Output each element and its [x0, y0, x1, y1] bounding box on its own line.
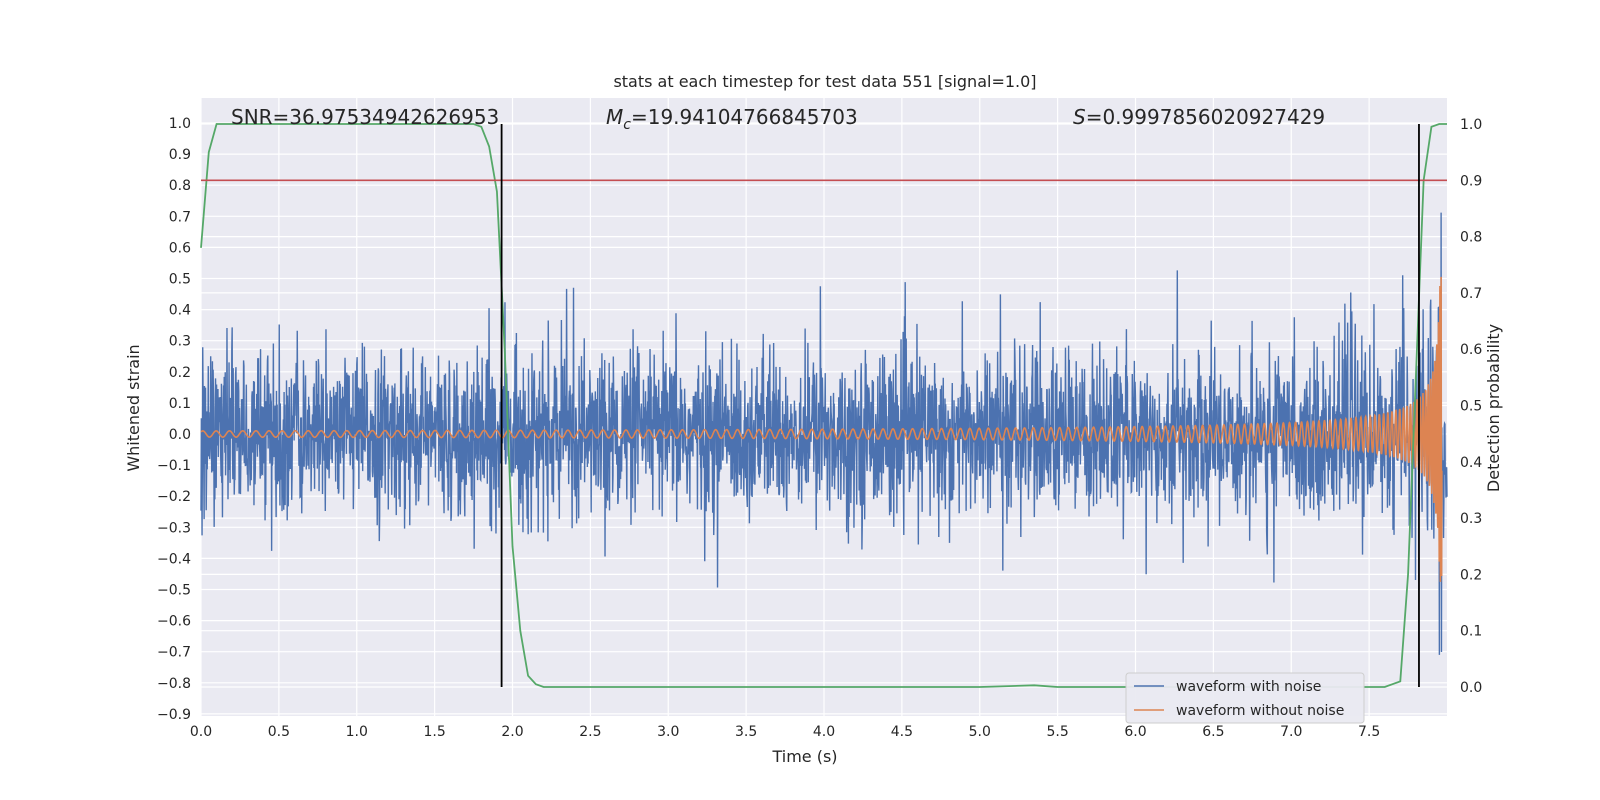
x-tick-label: 0.0: [190, 724, 212, 740]
y2-tick-label: 0.6: [1460, 342, 1482, 358]
y-tick-label: 0.3: [169, 334, 191, 350]
y-tick-label: −0.7: [157, 645, 191, 661]
x-tick-label: 6.5: [1202, 724, 1224, 740]
y2-axis-label: Detection probability: [1484, 324, 1503, 492]
y2-tick-label: 0.9: [1460, 173, 1482, 189]
y2-tick-label: 0.3: [1460, 511, 1482, 527]
x-tick-label: 3.0: [657, 724, 679, 740]
x-tick-label: 4.0: [813, 724, 835, 740]
probability-trace: [200, 123, 1447, 688]
y-tick-label: 0.6: [169, 240, 191, 256]
chirp-mass-value: =19.94104766845703: [631, 105, 858, 129]
score-value: =0.9997856020927429: [1086, 105, 1325, 129]
y-tick-label: 0.5: [169, 272, 191, 288]
vertical-markers: [500, 124, 1420, 687]
y-tick-label: −0.1: [157, 458, 191, 474]
y-tick-label: 0.0: [169, 427, 191, 443]
x-tick-label: 1.0: [346, 724, 368, 740]
score-symbol: S: [1073, 105, 1086, 129]
y-axis-label: Whitened strain: [124, 344, 143, 471]
y2-axis-ticks: 0.0 0.1 0.2 0.3 0.4 0.5 0.6 0.7 0.8 0.9 1.0: [1460, 117, 1482, 696]
x-tick-label: 6.0: [1124, 724, 1146, 740]
x-tick-label: 1.5: [423, 724, 445, 740]
chirp-mass-annotation: Mc=19.94104766845703: [606, 105, 858, 133]
y-tick-label: 0.7: [169, 209, 191, 225]
series-waveform-without-noise: [200, 276, 1443, 582]
snr-annotation: SNR=36.97534942626953: [231, 105, 499, 129]
y-tick-label: 0.4: [169, 303, 191, 319]
y-tick-label: −0.6: [157, 614, 191, 630]
y2-tick-label: 0.2: [1460, 567, 1482, 583]
x-tick-label: 2.5: [579, 724, 601, 740]
x-tick-label: 0.5: [268, 724, 290, 740]
chart-title: stats at each timestep for test data 551…: [613, 72, 1036, 91]
series-detection-probability: [200, 123, 1447, 688]
y-tick-label: 0.2: [169, 365, 191, 381]
x-tick-label: 5.5: [1046, 724, 1068, 740]
legend: waveform with noise waveform without noi…: [1125, 672, 1365, 724]
y-tick-label: −0.5: [157, 583, 191, 599]
y-axis-ticks: −0.9 −0.8 −0.7 −0.6 −0.5 −0.4 −0.3 −0.2 −0.1 0.0 0…: [157, 116, 191, 723]
y2-tick-label: 1.0: [1460, 117, 1482, 133]
score-annotation: S=0.9997856020927429: [1073, 105, 1325, 129]
y-tick-label: 0.9: [169, 147, 191, 163]
x-tick-label: 7.0: [1280, 724, 1302, 740]
chirp-trace: [200, 276, 1443, 582]
y2-tick-label: 0.5: [1460, 399, 1482, 415]
x-tick-label: 2.0: [501, 724, 523, 740]
x-tick-label: 5.0: [969, 724, 991, 740]
chirp-mass-subscript: c: [623, 117, 631, 133]
chirp-mass-symbol: M: [606, 105, 623, 129]
x-axis-ticks: 0.0 0.5 1.0 1.5 2.0 2.5 3.0 3.5 4.0 4.5 5.0 5.5 6.0 6…: [190, 724, 1380, 740]
y2-tick-label: 0.0: [1460, 680, 1482, 696]
y-tick-label: −0.2: [157, 489, 191, 505]
noise-trace: [200, 212, 1448, 655]
x-tick-label: 3.5: [735, 724, 757, 740]
y-tick-label: 0.8: [169, 178, 191, 194]
y-tick-label: 1.0: [169, 116, 191, 132]
y2-tick-label: 0.7: [1460, 286, 1482, 302]
y2-tick-label: 0.8: [1460, 230, 1482, 246]
y-tick-label: −0.4: [157, 551, 191, 567]
y-tick-label: 0.1: [169, 396, 191, 412]
y-tick-label: −0.8: [157, 676, 191, 692]
legend-label-with-noise: waveform with noise: [1176, 679, 1321, 695]
x-tick-label: 7.5: [1358, 724, 1380, 740]
legend-label-without-noise: waveform without noise: [1176, 703, 1344, 719]
x-axis-label: Time (s): [771, 747, 837, 766]
y2-tick-label: 0.1: [1460, 624, 1482, 640]
series-waveform-with-noise: [200, 212, 1448, 655]
y-tick-label: −0.9: [157, 707, 191, 723]
y-tick-label: −0.3: [157, 520, 191, 536]
y2-tick-label: 0.4: [1460, 455, 1482, 471]
x-tick-label: 4.5: [891, 724, 913, 740]
